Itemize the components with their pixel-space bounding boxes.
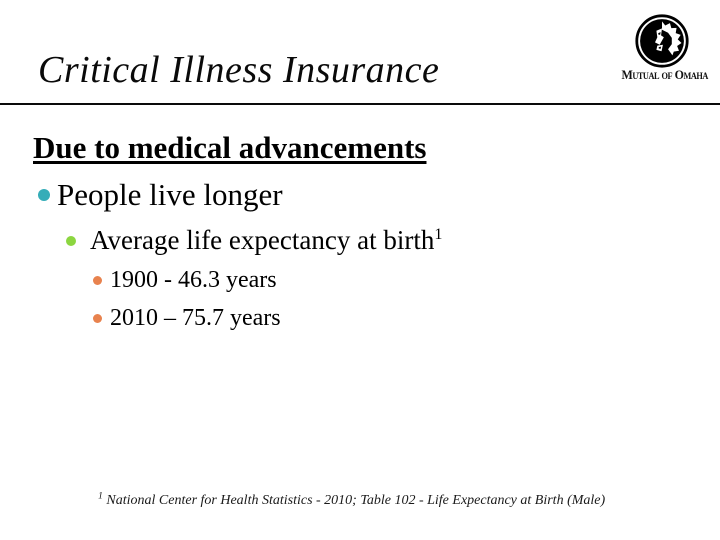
bullet-dot-orange <box>93 276 102 285</box>
bullet-level3-item2: 2010 – 75.7 years <box>93 305 281 331</box>
footnote: 1 National Center for Health Statistics … <box>98 490 606 509</box>
footnote-text: National Center for Health Statistics - … <box>106 493 606 508</box>
bullet-dot-green <box>66 235 76 246</box>
footnote-number: 1 <box>98 490 103 502</box>
bullet-level2: Average life expectancy at birth1 <box>66 225 443 255</box>
section-heading: Due to medical advancements <box>33 130 427 165</box>
bullet-level2-text: Average life expectancy at birth1 <box>90 225 443 255</box>
bullet-level1: People live longer <box>38 177 283 213</box>
bullet-level1-text: People live longer <box>57 177 283 212</box>
bullet-level3-item1-text: 1900 - 46.3 years <box>110 267 277 293</box>
bullet-level3-item1: 1900 - 46.3 years <box>93 267 277 293</box>
company-logo: Mutual of Omaha <box>618 13 709 83</box>
bullet-dot-teal <box>38 189 50 201</box>
footnote-reference-mark: 1 <box>434 225 443 243</box>
title-divider-line <box>0 103 720 105</box>
bullet-dot-orange <box>93 314 102 323</box>
mutual-of-omaha-indian-head-icon <box>635 14 689 68</box>
bullet-level3-item2-text: 2010 – 75.7 years <box>110 305 281 331</box>
logo-wordmark: Mutual of Omaha <box>621 67 709 82</box>
slide-title: Critical Illness Insurance <box>38 49 440 91</box>
